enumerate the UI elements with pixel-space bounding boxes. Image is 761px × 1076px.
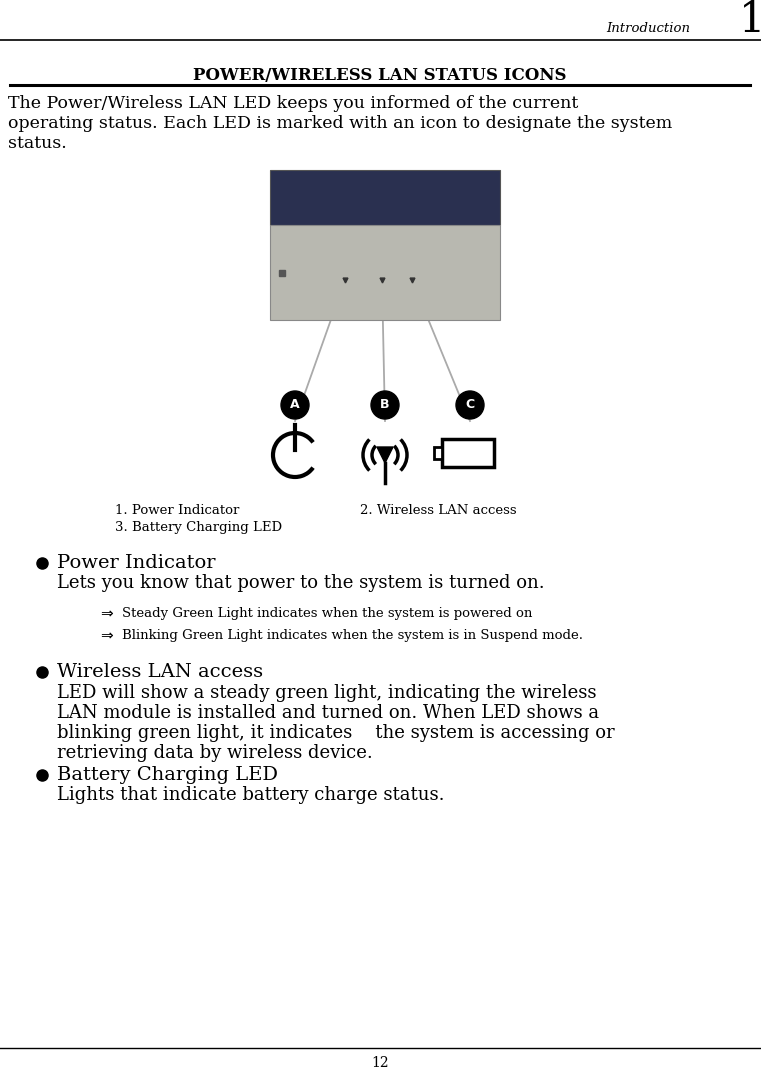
Text: A: A — [290, 398, 300, 411]
Text: Power Indicator: Power Indicator — [57, 554, 215, 572]
Text: 3. Battery Charging LED: 3. Battery Charging LED — [115, 521, 282, 534]
Text: Lights that indicate battery charge status.: Lights that indicate battery charge stat… — [57, 785, 444, 804]
Text: 2. Wireless LAN access: 2. Wireless LAN access — [360, 504, 517, 516]
Bar — [270, 225, 500, 320]
Text: 12: 12 — [371, 1056, 389, 1070]
Text: Introduction: Introduction — [606, 22, 690, 34]
Circle shape — [456, 391, 484, 419]
Bar — [442, 439, 494, 467]
Text: LAN module is installed and turned on. When LED shows a: LAN module is installed and turned on. W… — [57, 704, 599, 722]
Text: blinking green light, it indicates    the system is accessing or: blinking green light, it indicates the s… — [57, 724, 615, 742]
Text: operating status. Each LED is marked with an icon to designate the system: operating status. Each LED is marked wit… — [8, 115, 672, 132]
Polygon shape — [377, 447, 393, 463]
Circle shape — [281, 391, 309, 419]
Text: Blinking Green Light indicates when the system is in Suspend mode.: Blinking Green Light indicates when the … — [122, 629, 583, 642]
Text: POWER/WIRELESS LAN STATUS ICONS: POWER/WIRELESS LAN STATUS ICONS — [193, 67, 567, 84]
Circle shape — [371, 391, 399, 419]
Text: Steady Green Light indicates when the system is powered on: Steady Green Light indicates when the sy… — [122, 608, 533, 621]
Text: 1. Power Indicator: 1. Power Indicator — [115, 504, 240, 516]
Text: LED will show a steady green light, indicating the wireless: LED will show a steady green light, indi… — [57, 684, 597, 702]
Bar — [270, 170, 500, 225]
Text: ⇒: ⇒ — [100, 607, 113, 622]
Text: Battery Charging LED: Battery Charging LED — [57, 766, 278, 784]
Text: B: B — [380, 398, 390, 411]
Text: C: C — [466, 398, 475, 411]
Text: status.: status. — [8, 136, 67, 153]
Text: ⇒: ⇒ — [100, 628, 113, 643]
Text: Lets you know that power to the system is turned on.: Lets you know that power to the system i… — [57, 574, 545, 592]
Bar — [434, 447, 442, 459]
Text: The Power/Wireless LAN LED keeps you informed of the current: The Power/Wireless LAN LED keeps you inf… — [8, 96, 578, 113]
Text: Wireless LAN access: Wireless LAN access — [57, 663, 263, 681]
Text: 1: 1 — [739, 0, 761, 41]
Text: retrieving data by wireless device.: retrieving data by wireless device. — [57, 744, 373, 762]
